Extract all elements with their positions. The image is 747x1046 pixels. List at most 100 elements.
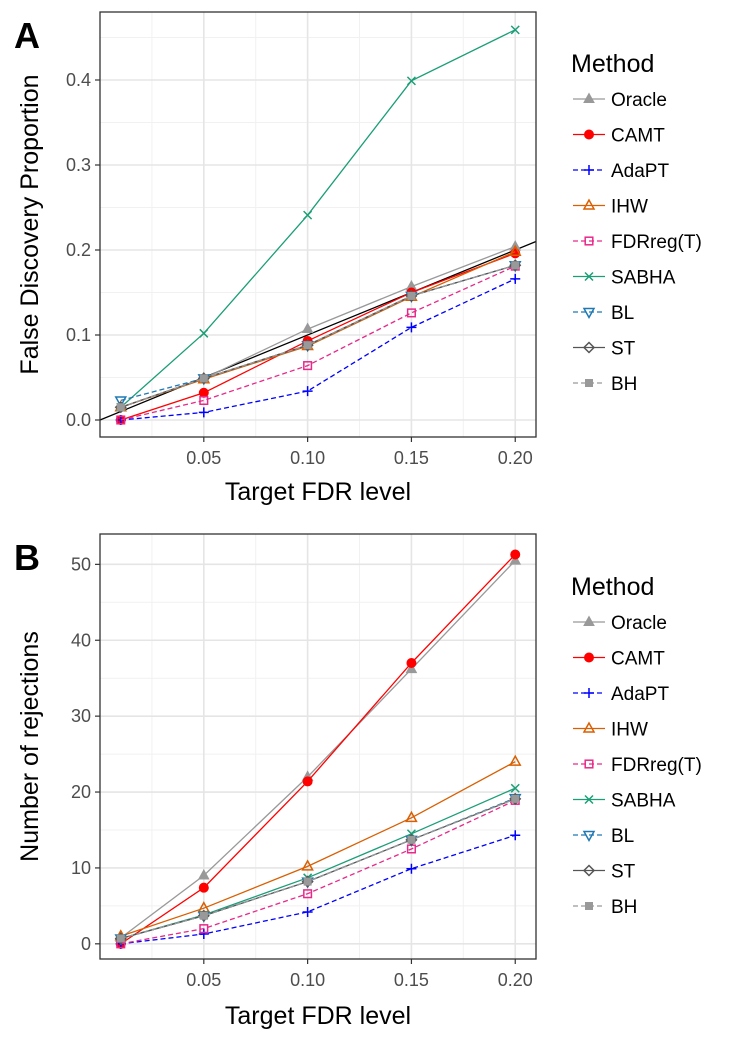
data-point-oracle (405, 662, 418, 674)
x-tick-label: 0.10 (290, 970, 325, 990)
data-point-sabha (510, 25, 520, 35)
legend-label: BL (611, 303, 634, 324)
data-point-adapt (302, 386, 313, 397)
data-point-sabha (406, 76, 416, 86)
x-axis-title: Target FDR level (225, 478, 411, 506)
legend-item-oracle: Oracle (573, 90, 667, 111)
legend-label: ST (611, 862, 636, 883)
legend-key-marker (582, 307, 596, 320)
x-tick-label: 0.20 (498, 970, 533, 990)
data-point-adapt (510, 830, 521, 841)
legend-key-marker (582, 341, 596, 354)
y-tick-label: 0 (81, 934, 91, 954)
y-axis-title: False Discovery Proportion (16, 74, 44, 374)
legend: Method Oracle CAMT AdaPT IHW FDRreg(T) SABHA BL… (571, 50, 702, 395)
legend-item-st: ST (573, 339, 636, 360)
legend-item-st: ST (573, 862, 636, 883)
data-point-adapt (406, 863, 417, 874)
legend-label: AdaPT (611, 161, 669, 182)
y-tick-label: 0.3 (66, 155, 91, 175)
data-point-bh (116, 934, 125, 943)
y-tick-label: 30 (71, 706, 91, 726)
series-bh (116, 794, 520, 943)
x-tick-label: 0.15 (394, 970, 429, 990)
data-point-fdrreg-t (199, 924, 209, 934)
legend-key-marker (582, 830, 596, 843)
data-point-oracle (301, 322, 314, 334)
legend-label: FDRreg(T) (611, 232, 702, 253)
grid (100, 12, 536, 437)
series-line-fdrreg-t (120, 265, 516, 421)
series-line-fdrreg-t (120, 799, 516, 945)
legend-key-marker (584, 129, 594, 140)
data-point-bl (114, 396, 128, 408)
legend-key-marker (583, 92, 595, 103)
x-axis-title: Target FDR level (225, 1002, 411, 1030)
legend-item-adapt: AdaPT (573, 684, 669, 705)
data-point-camt (510, 549, 521, 560)
legend-label: FDRreg(T) (611, 755, 702, 776)
data-point-camt (198, 882, 209, 893)
legend-key-marker (585, 379, 593, 387)
data-point-fdrreg-t (303, 361, 313, 371)
legend-item-fdrreg-t: FDRreg(T) (573, 755, 702, 776)
data-point-sabha (199, 328, 209, 338)
data-point-bh (303, 877, 312, 886)
data-point-fdrreg-t (116, 415, 126, 425)
legend-item-camt: CAMT (573, 126, 665, 147)
data-point-bh (199, 911, 208, 920)
x-tick-label: 0.05 (186, 970, 221, 990)
series-group (114, 549, 522, 949)
legend-key-marker (582, 198, 596, 210)
legend-key-marker (584, 236, 594, 246)
data-point-ihw (508, 754, 522, 766)
y-tick-label: 10 (71, 858, 91, 878)
data-point-camt (302, 776, 313, 787)
data-point-bh (511, 794, 520, 803)
series-group (114, 25, 522, 425)
series-fdrreg-t (116, 795, 520, 949)
panel-a: 0.05 0.10 0.15 0.20 0.0 0.1 0.2 0.3 0.4 Target FD… (14, 11, 702, 506)
legend-key-marker (582, 721, 596, 733)
panel-label: A (14, 15, 40, 56)
legend-item-fdrreg-t: FDRreg(T) (573, 232, 702, 253)
data-point-oracle (197, 868, 210, 880)
x-tick-label: 0.20 (498, 448, 533, 468)
legend-label: SABHA (611, 791, 676, 812)
data-point-fdrreg-t (303, 889, 313, 899)
legend-label: CAMT (611, 126, 665, 147)
legend-label: SABHA (611, 268, 676, 289)
legend-key-marker (583, 615, 595, 626)
data-point-bh (407, 291, 416, 300)
legend-item-camt: CAMT (573, 649, 665, 670)
legend: Method Oracle CAMT AdaPT IHW FDRreg(T) SABHA BL… (571, 573, 702, 918)
y-axis-title: Number of rejections (16, 631, 44, 862)
y-tick-label: 0.2 (66, 240, 91, 260)
data-point-fdrreg-t (199, 395, 209, 405)
series-line-ihw (120, 761, 516, 937)
legend-key-marker (584, 271, 594, 282)
plot-border (99, 11, 537, 438)
legend-item-bl: BL (573, 826, 634, 847)
y-tick-label: 0.4 (66, 70, 91, 90)
legend-key-marker (584, 165, 594, 175)
legend-label: BH (611, 374, 637, 395)
data-point-adapt (302, 906, 313, 917)
plot-area (100, 12, 536, 437)
legend-item-adapt: AdaPT (573, 161, 669, 182)
legend-label: Oracle (611, 90, 667, 111)
panel-label: B (14, 537, 40, 578)
legend-item-bl: BL (573, 303, 634, 324)
data-point-bh (511, 261, 520, 270)
data-point-sabha (510, 783, 520, 793)
data-point-oracle (509, 554, 522, 565)
data-point-sabha (303, 210, 313, 220)
legend-label: IHW (611, 720, 648, 741)
data-point-adapt (406, 322, 417, 333)
x-tick-label: 0.15 (394, 448, 429, 468)
legend-item-sabha: SABHA (573, 268, 676, 289)
legend-title: Method (571, 573, 654, 601)
series-line-adapt (120, 834, 516, 945)
legend-title: Method (571, 50, 654, 78)
